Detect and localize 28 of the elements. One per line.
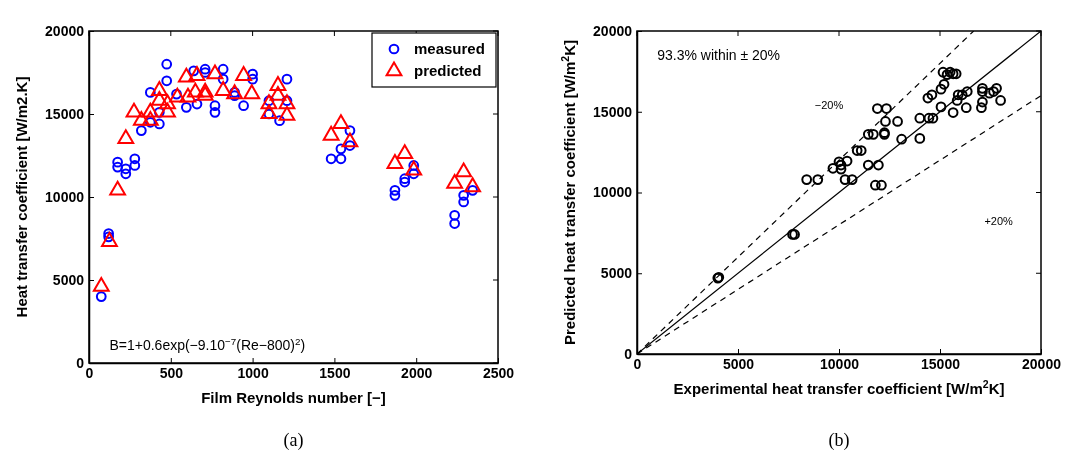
x-tick-label: 2000 [401, 364, 433, 381]
x-axis-title: Experimental heat transfer coefficient [W/m$^{2}$K] [673, 378, 1005, 397]
y-tick-label: 10000 [45, 188, 85, 205]
annotation: +20% [984, 214, 1014, 227]
legend-label: predicted [414, 62, 482, 79]
y-tick-label: 15000 [593, 103, 633, 120]
x-tick-label: 1500 [319, 364, 351, 381]
x-tick-label: 1000 [237, 364, 269, 381]
x-tick-label: 2500 [482, 364, 515, 381]
annotation: B=1+0.6exp(−9.10$^{−7}$(Re−800)$^{2}$) [109, 335, 306, 353]
y-tick-label: 20000 [45, 22, 85, 39]
y-tick-label: 15000 [45, 105, 85, 122]
text: (a) [283, 430, 304, 451]
x-tick-label: 5000 [722, 355, 755, 372]
x-tick-label: 20000 [1022, 355, 1062, 372]
y-tick-label: 5000 [52, 271, 85, 288]
annotation: −20% [814, 98, 844, 111]
y-tick-label: 20000 [593, 22, 633, 39]
text: (b) [828, 430, 850, 451]
y-axis-title: Heat transfer coefficient [W/m2.K] [13, 76, 30, 318]
y-tick-label: 5000 [600, 265, 633, 282]
annotation: 93.3% within ± 20% [657, 47, 781, 64]
legend-label: measured [414, 40, 485, 57]
x-tick-label: 10000 [820, 355, 860, 372]
x-axis-title: Film Reynolds number [−] [201, 389, 386, 406]
x-tick-label: 15000 [921, 355, 961, 372]
y-tick-label: 10000 [593, 184, 633, 201]
x-tick-label: 500 [159, 364, 184, 381]
